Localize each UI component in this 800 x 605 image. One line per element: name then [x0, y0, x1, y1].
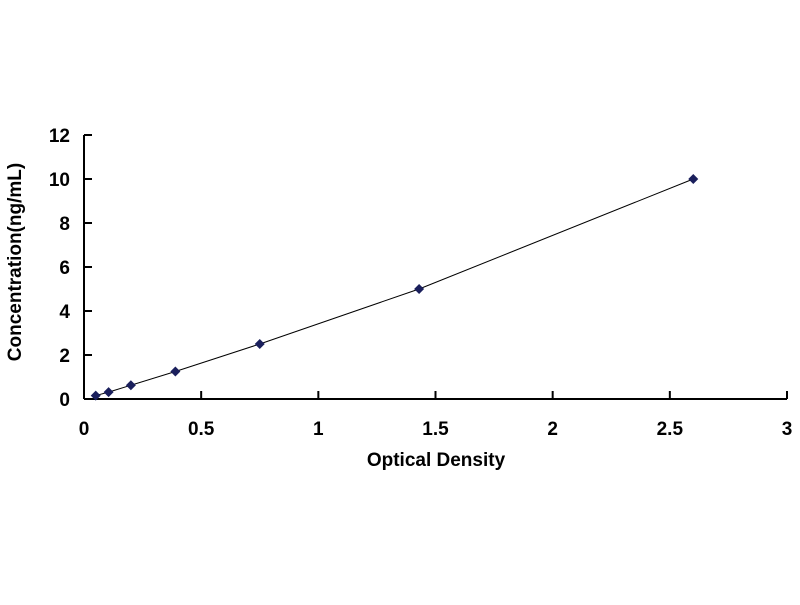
axes — [83, 135, 787, 400]
y-tick-label: 0 — [59, 390, 70, 411]
data-point — [170, 366, 181, 377]
x-tick-label: 1.5 — [422, 419, 449, 440]
data-point — [103, 387, 114, 398]
y-tick-label: 6 — [59, 258, 70, 279]
data-point — [688, 174, 699, 184]
data-point — [254, 339, 265, 349]
y-tick-label: 10 — [49, 170, 70, 191]
x-tick-label: 0 — [79, 419, 90, 440]
data-points — [90, 174, 699, 401]
x-ticks: 0 0.5 1 1.5 2 2.5 3 — [79, 391, 793, 440]
y-tick-label: 8 — [59, 214, 70, 235]
data-point — [90, 390, 101, 401]
x-tick-label: 1 — [313, 419, 324, 440]
x-tick-label: 3 — [782, 419, 793, 440]
y-tick-label: 4 — [59, 302, 70, 323]
x-tick-label: 2.5 — [657, 419, 684, 440]
y-axis-label: Concentration(ng/mL) — [5, 163, 26, 361]
y-ticks: 0 2 4 6 8 10 12 — [49, 126, 92, 411]
x-axis-label: Optical Density — [367, 450, 506, 471]
y-tick-label: 2 — [59, 346, 70, 367]
data-point — [125, 380, 136, 391]
trendline — [95, 178, 694, 397]
data-point — [414, 284, 425, 294]
x-tick-label: 2 — [547, 419, 558, 440]
y-tick-label: 12 — [49, 126, 70, 147]
x-tick-label: 0.5 — [188, 419, 215, 440]
